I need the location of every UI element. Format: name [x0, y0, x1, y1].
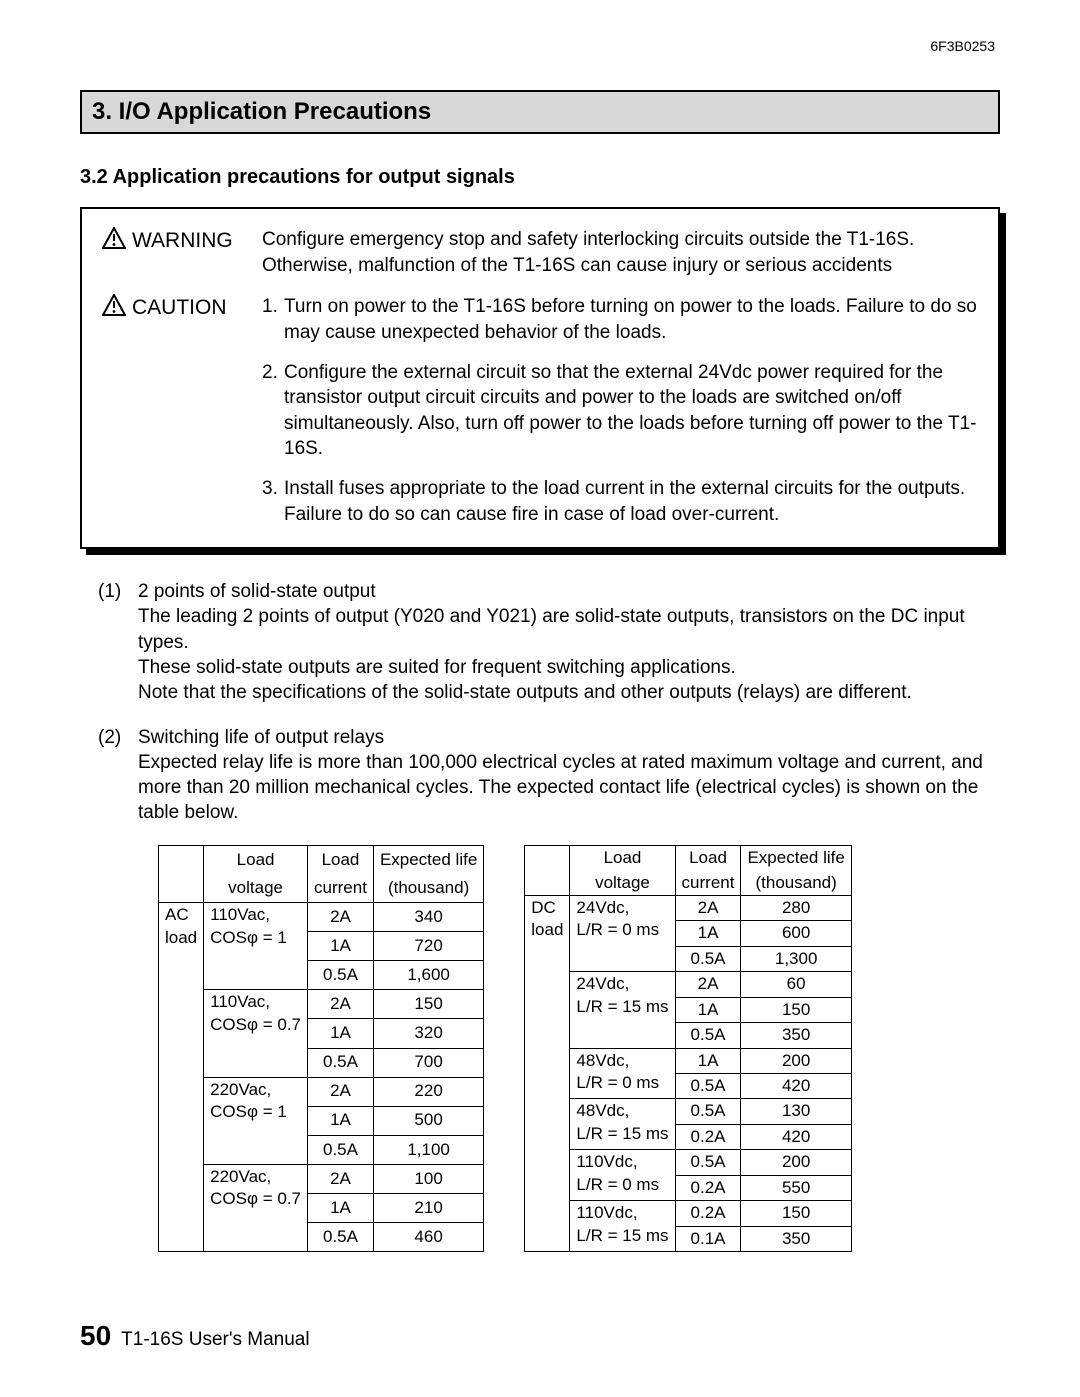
- caution-icon: [102, 294, 126, 316]
- list-num: 3.: [262, 476, 284, 527]
- warning-label: WARNING: [132, 227, 233, 255]
- para-body: Expected relay life is more than 100,000…: [138, 752, 983, 823]
- body-content: (1) 2 points of solid-state output The l…: [80, 579, 1000, 1252]
- caution-list: 1.Turn on power to the T1-16S before tur…: [262, 294, 978, 527]
- caution-row: CAUTION 1.Turn on power to the T1-16S be…: [102, 294, 978, 527]
- para-body: The leading 2 points of output (Y020 and…: [138, 606, 965, 702]
- caution-label: CAUTION: [132, 294, 227, 322]
- manual-title: T1-16S User's Manual: [121, 1329, 309, 1351]
- warning-row: WARNING Configure emergency stop and saf…: [102, 227, 978, 278]
- chapter-heading: 3. I/O Application Precautions: [80, 90, 1000, 134]
- paragraph-2: (2) Switching life of output relays Expe…: [98, 725, 992, 825]
- page-footer: 50 T1-16S User's Manual: [80, 1320, 310, 1352]
- para-title: Switching life of output relays: [138, 727, 384, 748]
- caution-item: Install fuses appropriate to the load cu…: [284, 476, 978, 527]
- notice-box: WARNING Configure emergency stop and saf…: [80, 207, 1000, 549]
- page-number: 50: [80, 1320, 111, 1352]
- warning-icon: [102, 227, 126, 249]
- caution-item: Turn on power to the T1-16S before turni…: [284, 294, 978, 345]
- para-num: (2): [98, 725, 138, 825]
- paragraph-1: (1) 2 points of solid-state output The l…: [98, 579, 992, 704]
- page: 6F3B0253 3. I/O Application Precautions …: [0, 0, 1080, 1397]
- list-num: 2.: [262, 360, 284, 463]
- para-num: (1): [98, 579, 138, 704]
- para-title: 2 points of solid-state output: [138, 581, 376, 602]
- warning-text: Configure emergency stop and safety inte…: [262, 227, 978, 278]
- list-num: 1.: [262, 294, 284, 345]
- section-heading: 3.2 Application precautions for output s…: [80, 166, 1000, 189]
- tables-row: LoadLoadExpected lifevoltagecurrent(thou…: [98, 845, 992, 1252]
- ac-load-table: LoadLoadExpected lifevoltagecurrent(thou…: [158, 845, 484, 1252]
- dc-load-table: LoadLoadExpected lifevoltagecurrent(thou…: [524, 845, 852, 1252]
- caution-item: Configure the external circuit so that t…: [284, 360, 978, 463]
- doc-ref: 6F3B0253: [930, 38, 995, 54]
